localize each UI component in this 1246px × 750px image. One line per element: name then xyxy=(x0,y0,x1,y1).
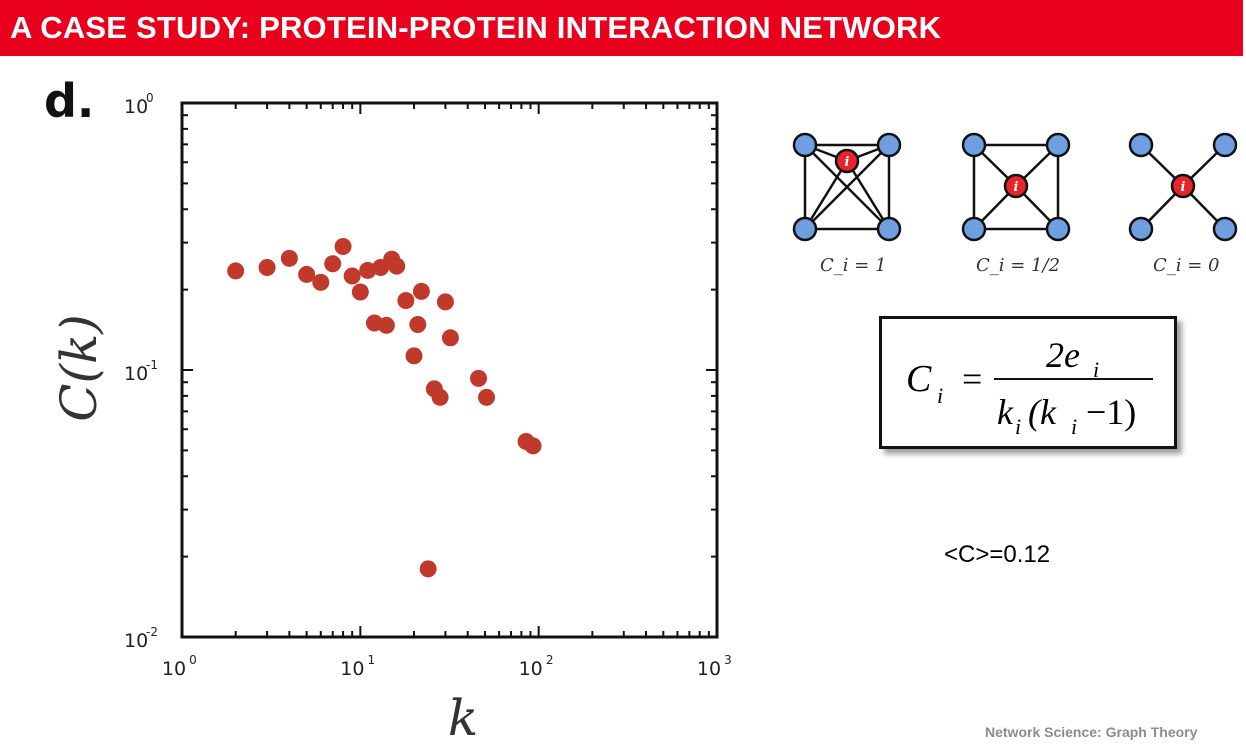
neighbor-node xyxy=(876,216,902,242)
y-tick-exponent: -2 xyxy=(146,625,158,639)
y-tick-exponent: 0 xyxy=(146,91,154,105)
x-tick-exponent: 2 xyxy=(546,653,554,667)
y-tick-label: 10 xyxy=(124,96,148,118)
data-point xyxy=(351,283,369,301)
caption-c-half-text: C_i = 1/2 xyxy=(976,255,1061,276)
formula-numerator: 2e xyxy=(1046,335,1080,375)
x-tick-label: 10 xyxy=(340,658,364,680)
neighbor-node xyxy=(1212,216,1238,242)
neighbor-node xyxy=(792,132,818,158)
data-point xyxy=(343,267,361,285)
clustering-diagrams: i i i xyxy=(792,132,1238,242)
data-point xyxy=(419,560,437,578)
data-point xyxy=(324,255,342,273)
formula-equals: = xyxy=(962,359,982,399)
slide-title: A CASE STUDY: PROTEIN-PROTEIN INTERACTIO… xyxy=(10,10,942,45)
formula-lhs: C xyxy=(906,358,932,400)
neighbor-node xyxy=(876,132,902,158)
formula-den-open: (k xyxy=(1028,392,1057,432)
diagram-half: i xyxy=(961,132,1071,242)
formula-den-k: k xyxy=(997,392,1014,432)
caption-c1: C_i = 1 xyxy=(820,255,887,276)
network-edge xyxy=(804,144,890,230)
data-point xyxy=(431,388,449,406)
center-node-label: i xyxy=(845,155,850,170)
chart-frame xyxy=(180,101,719,639)
data-point xyxy=(524,437,542,455)
neighbor-node xyxy=(961,132,987,158)
x-tick-exponent: 3 xyxy=(724,653,732,667)
neighbor-node xyxy=(1128,132,1154,158)
data-point xyxy=(334,238,352,256)
title-banner: A CASE STUDY: PROTEIN-PROTEIN INTERACTIO… xyxy=(0,0,1243,56)
data-point xyxy=(397,292,415,310)
data-point xyxy=(298,265,316,283)
formula-numerator-sub: i xyxy=(1093,357,1099,382)
formula-den-sub1: i xyxy=(1015,414,1021,439)
diagram-zero: i xyxy=(1128,132,1238,242)
x-tick-label: 10 xyxy=(697,658,721,680)
data-point xyxy=(377,316,395,334)
y-axis-title: C(k) xyxy=(50,314,108,422)
y-tick-exponent: -1 xyxy=(146,358,158,372)
caption-c0-text: C_i = 0 xyxy=(1153,255,1220,276)
caption-c0: C_i = 0 xyxy=(1153,255,1220,276)
data-point xyxy=(388,257,406,275)
data-point xyxy=(405,347,423,365)
x-tick-label: 10 xyxy=(162,658,186,680)
center-node-label: i xyxy=(1014,180,1019,195)
data-point xyxy=(470,369,488,387)
formula-den-close: −1) xyxy=(1086,392,1136,432)
data-point xyxy=(227,262,245,280)
neighbor-node xyxy=(1128,216,1154,242)
plot-frame xyxy=(180,101,719,639)
neighbor-node xyxy=(961,216,987,242)
neighbor-node xyxy=(1045,132,1071,158)
data-point xyxy=(280,249,298,267)
data-point xyxy=(258,259,276,277)
network-edge xyxy=(845,160,891,230)
caption-c1-text: C_i = 1 xyxy=(820,255,887,276)
data-point xyxy=(409,316,427,334)
center-node xyxy=(834,148,860,174)
x-tick-label: 10 xyxy=(519,658,543,680)
x-tick-exponent: 1 xyxy=(368,653,376,667)
panel-label: d. xyxy=(44,74,95,128)
center-node xyxy=(1170,173,1196,199)
data-point xyxy=(412,282,430,300)
diagram-full: i xyxy=(792,132,902,242)
center-node xyxy=(1003,173,1029,199)
formula-den-sub2: i xyxy=(1071,414,1077,439)
caption-c-half: C_i = 1/2 xyxy=(976,255,1060,276)
y-tick-label: 10 xyxy=(124,630,148,652)
chart-points xyxy=(227,238,542,578)
data-point xyxy=(359,261,377,279)
network-edge xyxy=(803,160,849,230)
data-point xyxy=(312,273,330,291)
y-tick-label: 10 xyxy=(124,363,148,385)
neighbor-node xyxy=(792,216,818,242)
chart-ticks xyxy=(181,102,718,638)
center-node-label: i xyxy=(1181,180,1186,195)
data-point xyxy=(441,329,459,347)
neighbor-node xyxy=(1045,216,1071,242)
x-tick-exponent: 0 xyxy=(189,653,197,667)
x-axis-title: k xyxy=(448,689,478,747)
formula-lhs-sub: i xyxy=(937,383,943,408)
clustering-formula: C i = 2e i k i (k i −1) xyxy=(879,316,1177,449)
formula-svg: C i = 2e i k i (k i −1) xyxy=(906,335,1153,439)
data-point xyxy=(436,293,454,311)
footer-text: Network Science: Graph Theory xyxy=(985,724,1198,740)
data-point xyxy=(478,388,496,406)
neighbor-node xyxy=(1212,132,1238,158)
average-clustering: <C>=0.12 xyxy=(944,541,1051,568)
